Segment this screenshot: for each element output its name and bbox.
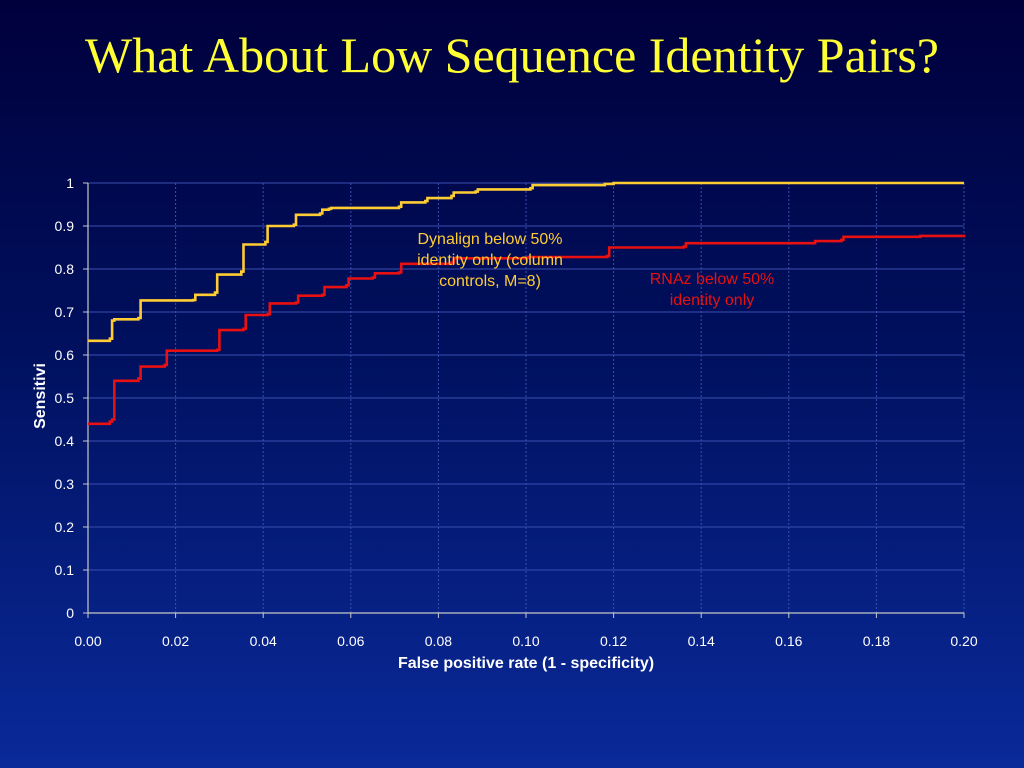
- annotation-line: identity only (column: [417, 252, 563, 269]
- annotations: Dynalign below 50% identity only (column c…: [417, 231, 774, 309]
- x-tick-label: 0.04: [250, 633, 277, 649]
- annotation-rnaz: RNAz below 50% identity only: [650, 271, 775, 309]
- y-tick-label: 0.7: [55, 304, 75, 320]
- y-tick-label: 0.3: [55, 476, 75, 492]
- x-tick-label: 0.00: [74, 633, 101, 649]
- x-tick-label: 0.08: [425, 633, 452, 649]
- y-tick-label: 0: [66, 605, 74, 621]
- annotation-line: identity only: [670, 292, 755, 309]
- x-tick-label: 0.06: [337, 633, 364, 649]
- series-line-dynalign: [88, 181, 964, 343]
- series-line-rnaz: [88, 234, 966, 426]
- annotation-line: RNAz below 50%: [650, 271, 775, 288]
- slide-title: What About Low Sequence Identity Pairs?: [85, 27, 939, 83]
- x-tick-label: 0.12: [600, 633, 627, 649]
- y-tick-label: 0.8: [55, 261, 75, 277]
- x-axis-title: False positive rate (1 - specificity): [398, 655, 654, 672]
- annotation-line: Dynalign below 50%: [418, 231, 563, 248]
- x-tick-label: 0.16: [775, 633, 802, 649]
- axes: 0.00 0.02 0.04 0.06 0.08 0.10 0.12 0.14 0.16 0.18…: [55, 175, 978, 649]
- annotation-line: controls, M=8): [439, 273, 541, 290]
- x-tick-label: 0.10: [512, 633, 539, 649]
- y-tick-label: 0.6: [55, 347, 75, 363]
- x-tick-label: 0.14: [688, 633, 715, 649]
- y-tick-label: 0.2: [55, 519, 75, 535]
- series-layer: [88, 181, 966, 426]
- annotation-dynalign: Dynalign below 50% identity only (column c…: [417, 231, 563, 290]
- y-axis-title: Sensitivi: [32, 363, 49, 429]
- y-tick-label: 1: [66, 175, 74, 191]
- y-tick-label: 0.5: [55, 390, 75, 406]
- y-tick-label: 0.4: [55, 433, 75, 449]
- y-tick-label: 0.9: [55, 218, 75, 234]
- x-tick-label: 0.20: [950, 633, 977, 649]
- x-tick-label: 0.02: [162, 633, 189, 649]
- y-tick-label: 0.1: [55, 562, 75, 578]
- x-tick-label: 0.18: [863, 633, 890, 649]
